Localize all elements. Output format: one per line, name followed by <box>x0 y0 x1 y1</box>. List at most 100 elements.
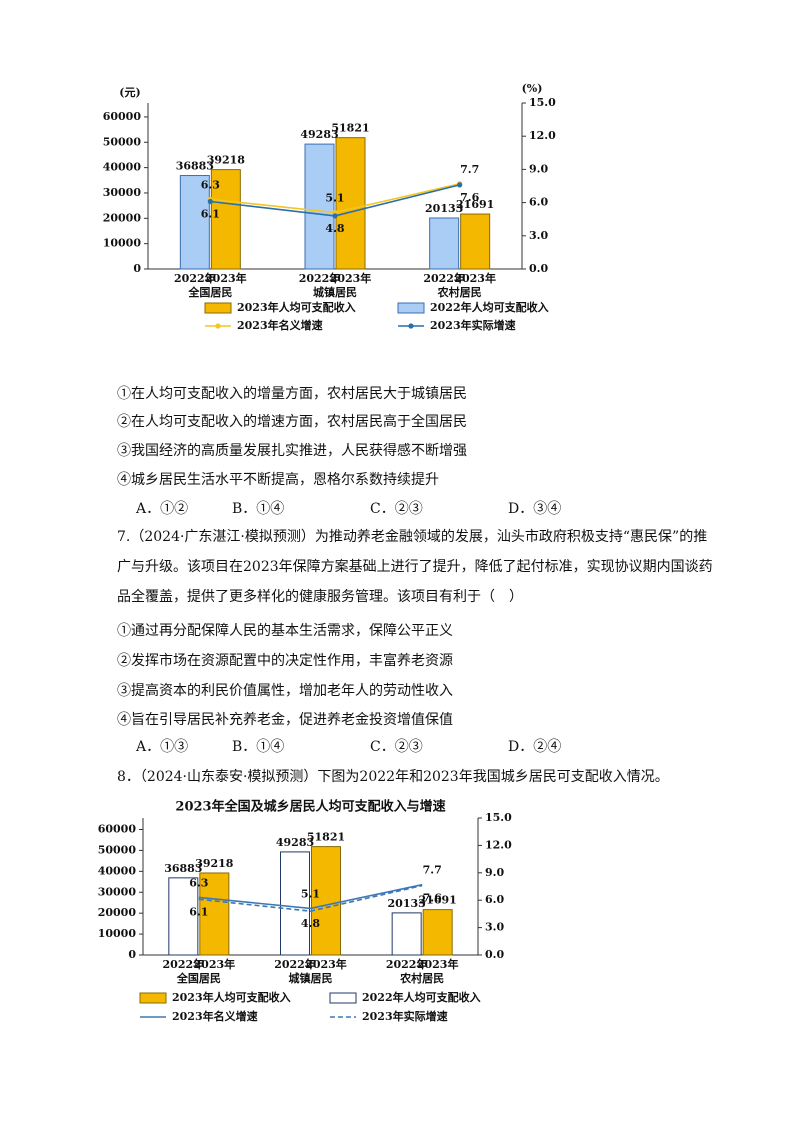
choice: C．②③ <box>370 739 423 755</box>
bar <box>210 169 241 270</box>
line-value-label: 6.3 <box>189 876 208 889</box>
statement: ③我国经济的高质量发展扎实推进，人民获得感不断增强 <box>117 443 467 459</box>
y2-tick-label: 12.0 <box>529 129 556 142</box>
x-sublabel: 2023年 <box>305 957 347 971</box>
x-sublabel: 2022年 <box>423 271 465 285</box>
bar-value-label: 36883 <box>164 862 202 875</box>
x-sublabel: 2022年 <box>274 957 316 971</box>
legend-swatch <box>329 992 357 1004</box>
y-tick-label: 40000 <box>98 864 137 877</box>
statement: ④城乡居民生活水平不断提高，恩格尔系数持续提升 <box>117 472 439 488</box>
line-value-label: 5.1 <box>301 887 320 900</box>
choice: B．①④ <box>232 739 285 755</box>
choice: C．②③ <box>370 501 423 517</box>
line-value-label: 7.7 <box>423 864 442 877</box>
line-value-label: 4.8 <box>325 222 344 235</box>
y-tick-label: 20000 <box>98 906 137 919</box>
legend-label: 2022年人均可支配收入 <box>430 300 549 314</box>
x-sublabel: 2023年 <box>194 957 236 971</box>
legend-label: 2023年人均可支配收入 <box>237 300 356 314</box>
x-sublabel: 2022年 <box>299 271 341 285</box>
x-category-label: 农村居民 <box>399 971 444 985</box>
y2-tick-label: 0.0 <box>485 948 504 961</box>
line <box>198 883 423 910</box>
bar <box>179 175 210 270</box>
bar-value-label: 21691 <box>419 894 457 907</box>
choice: A．①② <box>136 501 189 517</box>
y2-tick-label: 15.0 <box>529 96 556 109</box>
y2-tick-label: 6.0 <box>529 196 548 209</box>
y-tick-label: 10000 <box>98 927 137 940</box>
line <box>198 884 423 912</box>
y-tick-label: 60000 <box>98 823 137 836</box>
bar <box>335 137 366 270</box>
y-tick-label: 30000 <box>98 885 137 898</box>
x-category-label: 全国居民 <box>187 285 232 299</box>
line-value-label: 4.8 <box>301 917 320 930</box>
chart-title: 2023年全国及城乡居民人均可支配收入与增速 <box>175 799 445 815</box>
statement: ④旨在引导居民补充养老金，促进养老金投资增值保值 <box>117 712 453 728</box>
y-tick-label: 0 <box>128 948 136 961</box>
question-stem: 7.（2024·广东湛江·模拟预测）为推动养老金融领域的发展，汕头市政府积极支持… <box>117 529 713 605</box>
y2-tick-label: 9.0 <box>485 866 504 879</box>
bar-value-label: 20133 <box>388 897 426 910</box>
y2-tick-label: 6.0 <box>485 893 504 906</box>
bar <box>391 912 422 956</box>
statement: ②在人均可支配收入的增速方面，农村居民高于全国居民 <box>117 414 467 430</box>
chart: 2023年全国及城乡居民人均可支配收入与增速 0 10000 20000 30000 40… <box>98 799 512 1024</box>
line-marker <box>332 213 338 219</box>
legend-label: 2023年名义增速 <box>237 318 323 332</box>
y2-axis-label: (%) <box>522 82 543 95</box>
line-value-label: 5.1 <box>325 192 344 205</box>
y-tick-label: 50000 <box>98 843 137 856</box>
question-stem: 8．（2024·山东泰安·模拟预测）下图为2022年和2023年我国城乡居民可支… <box>117 769 669 785</box>
line-value-label: 7.7 <box>460 163 479 176</box>
line-value-label: 6.1 <box>201 207 220 220</box>
bar <box>199 872 230 956</box>
y-tick-label: 60000 <box>103 110 142 123</box>
bar <box>311 846 341 956</box>
bar-value-label: 21691 <box>456 198 494 211</box>
y2-tick-label: 15.0 <box>485 811 512 824</box>
choice: B．①④ <box>232 501 285 517</box>
y-tick-label: 50000 <box>103 135 142 148</box>
legend-swatch <box>139 992 167 1004</box>
bar <box>168 877 199 956</box>
statement: ③提高资本的利民价值属性，增加老年人的劳动性收入 <box>117 683 453 699</box>
x-sublabel: 2023年 <box>417 957 459 971</box>
bar-value-label: 36883 <box>176 160 214 173</box>
x-sublabel: 2022年 <box>174 271 216 285</box>
y-tick-label: 0 <box>133 262 141 275</box>
legend-label: 2023年名义增速 <box>172 1009 258 1023</box>
bar <box>429 217 460 270</box>
statement: ①通过再分配保障人民的基本生活需求，保障公平正义 <box>117 623 453 639</box>
bar-value-label: 49283 <box>300 128 338 141</box>
x-sublabel: 2023年 <box>454 271 496 285</box>
bar-value-label: 39218 <box>195 857 234 870</box>
y2-tick-label: 3.0 <box>485 921 504 934</box>
legend-swatch <box>215 323 221 329</box>
y-tick-label: 30000 <box>103 186 142 199</box>
x-sublabel: 2022年 <box>386 957 428 971</box>
line-value-label: 6.3 <box>201 178 220 191</box>
legend-label: 2022年人均可支配收入 <box>362 990 481 1004</box>
chart: (元) (%) 0 10000 20000 30000 40000 50000 60000 0.0… <box>103 82 556 332</box>
choice: D．③④ <box>508 501 562 517</box>
x-category-label: 城镇居民 <box>289 971 333 985</box>
bar <box>280 851 310 956</box>
choice: D．②④ <box>508 739 562 755</box>
statement: ①在人均可支配收入的增量方面，农村居民大于城镇居民 <box>117 386 467 402</box>
legend-swatch <box>204 302 232 314</box>
y-tick-label: 20000 <box>103 211 142 224</box>
x-sublabel: 2023年 <box>205 271 247 285</box>
line-value-label: 7.6 <box>423 892 442 905</box>
bar-value-label: 51821 <box>331 122 369 135</box>
y2-tick-label: 9.0 <box>529 162 548 175</box>
y-tick-label: 40000 <box>103 161 142 174</box>
x-category-label: 农村居民 <box>437 285 482 299</box>
bar <box>422 909 453 956</box>
line-value-label: 6.1 <box>189 905 208 918</box>
x-category-label: 城镇居民 <box>313 285 357 299</box>
y-axis-label: (元) <box>119 86 140 99</box>
